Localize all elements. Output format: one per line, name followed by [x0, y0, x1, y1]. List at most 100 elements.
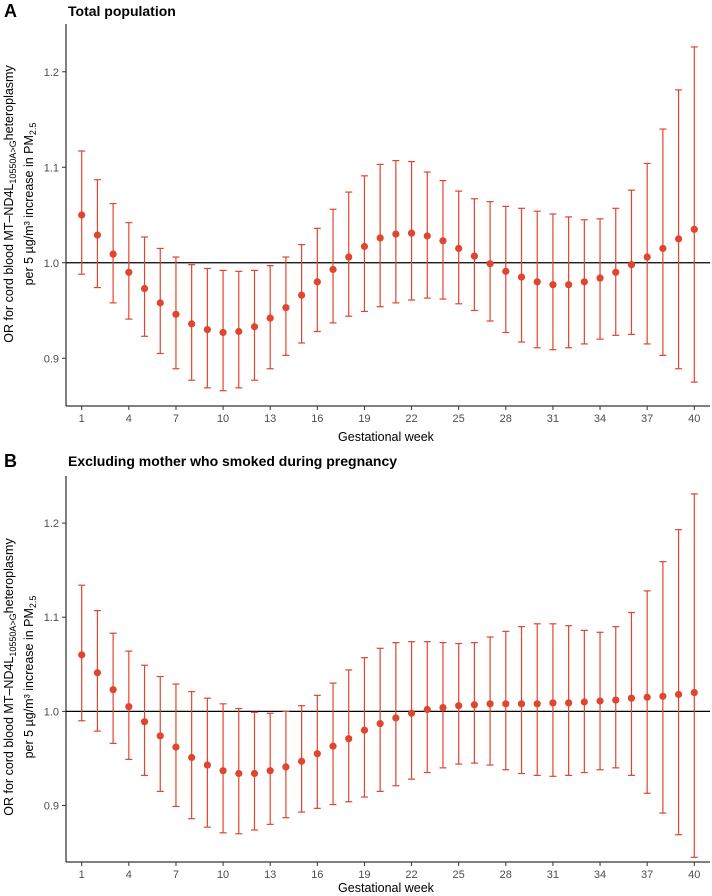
estimate-point	[407, 229, 416, 237]
estimate-point	[78, 651, 86, 659]
data-point-week-4	[125, 650, 133, 760]
y-axis-title-line2: per 5 µg/m³ increase in PM2.5	[22, 596, 38, 759]
data-point-week-31	[549, 623, 557, 777]
estimate-point	[156, 732, 164, 740]
data-point-week-13	[266, 265, 274, 370]
estimate-point	[188, 753, 196, 762]
estimate-point	[156, 299, 164, 307]
data-point-week-7	[172, 256, 180, 370]
x-axis-title: Gestational week	[338, 881, 435, 895]
estimate-point	[596, 697, 604, 705]
estimate-point	[235, 769, 243, 778]
data-point-week-31	[549, 213, 557, 351]
y-tick-label: 1.0	[44, 706, 59, 718]
data-point-week-5	[140, 664, 149, 776]
x-tick-label: 25	[453, 413, 465, 425]
estimate-point	[203, 326, 211, 334]
data-point-week-34	[596, 631, 604, 771]
estimate-point	[345, 253, 353, 261]
chart-title: Total population	[68, 3, 176, 19]
data-point-week-29	[517, 207, 526, 343]
x-tick-label: 10	[217, 869, 229, 881]
data-point-week-19	[360, 657, 369, 798]
estimate-point	[690, 688, 698, 697]
data-point-week-23	[423, 171, 431, 299]
estimate-point	[455, 244, 463, 253]
estimate-point	[627, 261, 636, 269]
data-point-week-35	[612, 207, 620, 336]
estimate-point	[172, 310, 180, 318]
estimate-point	[313, 750, 321, 758]
x-tick-label: 19	[358, 413, 370, 425]
estimate-point	[109, 250, 117, 258]
estimate-point	[690, 225, 698, 233]
estimate-point	[659, 692, 667, 700]
chart-title: Excluding mother who smoked during pregn…	[68, 453, 397, 469]
estimate-point	[643, 253, 651, 261]
x-tick-label: 31	[547, 869, 559, 881]
estimate-point	[439, 704, 447, 712]
data-point-week-37	[643, 590, 651, 794]
data-point-week-21	[392, 159, 400, 304]
x-tick-label: 25	[453, 869, 465, 881]
data-point-week-40	[690, 493, 698, 858]
estimate-point	[565, 699, 573, 707]
estimate-point	[533, 700, 541, 708]
estimate-point	[376, 234, 384, 242]
estimate-point	[517, 700, 526, 708]
estimate-point	[250, 769, 259, 778]
estimate-point	[502, 700, 510, 708]
data-point-week-19	[360, 175, 369, 313]
estimate-point	[455, 702, 463, 710]
data-point-week-8	[188, 264, 196, 381]
x-tick-label: 28	[500, 413, 512, 425]
x-tick-label: 13	[264, 413, 276, 425]
estimate-point	[93, 231, 102, 239]
x-tick-label: 1	[79, 413, 85, 425]
data-point-week-27	[486, 201, 494, 322]
plot-area: 0.9 1.0 1.1 1.2 1 4 7 10 13 16 19 22 25 28 31 34 37 40	[44, 476, 710, 881]
estimate-point	[533, 278, 541, 286]
data-point-week-23	[423, 641, 431, 774]
estimate-point	[659, 244, 667, 253]
estimate-point	[313, 278, 321, 286]
data-point-week-7	[172, 683, 180, 808]
data-point-week-33	[580, 219, 588, 345]
data-point-week-27	[486, 636, 494, 766]
panel-label: A	[4, 1, 17, 21]
x-tick-label: 19	[358, 869, 370, 881]
data-point-week-14	[282, 256, 290, 356]
data-point-week-9	[203, 267, 211, 389]
x-tick-label: 22	[405, 413, 417, 425]
estimate-point	[643, 693, 651, 701]
data-point-week-39	[674, 89, 683, 370]
y-axis-title-line1: OR for cord blood MT–ND4L10550A>Gheterop…	[2, 538, 18, 816]
data-point-week-17	[329, 208, 337, 324]
data-point-week-13	[266, 712, 274, 825]
data-point-week-33	[580, 629, 588, 774]
data-point-week-1	[78, 150, 86, 275]
data-point-week-30	[533, 210, 541, 349]
data-point-week-24	[439, 642, 447, 769]
x-tick-label: 22	[405, 869, 417, 881]
x-tick-label: 34	[594, 413, 606, 425]
data-point-week-38	[659, 561, 667, 814]
data-point-week-18	[345, 191, 353, 317]
data-point-week-22	[407, 641, 416, 780]
estimate-point	[172, 743, 180, 751]
estimate-point	[329, 265, 337, 274]
y-axis-title-line1: OR for cord blood MT–ND4L10550A>Gheterop…	[2, 65, 18, 343]
x-tick-label: 16	[311, 413, 323, 425]
data-point-week-15	[298, 705, 306, 813]
estimate-point	[219, 767, 227, 775]
x-tick-label: 10	[217, 413, 229, 425]
estimate-point	[188, 320, 196, 328]
estimate-point	[235, 327, 243, 336]
estimate-point	[549, 281, 557, 289]
estimate-point	[345, 735, 353, 743]
estimate-point	[627, 694, 636, 702]
estimate-point	[282, 304, 290, 312]
data-point-week-32	[565, 625, 573, 776]
estimate-point	[219, 328, 227, 337]
data-point-week-17	[329, 682, 337, 806]
